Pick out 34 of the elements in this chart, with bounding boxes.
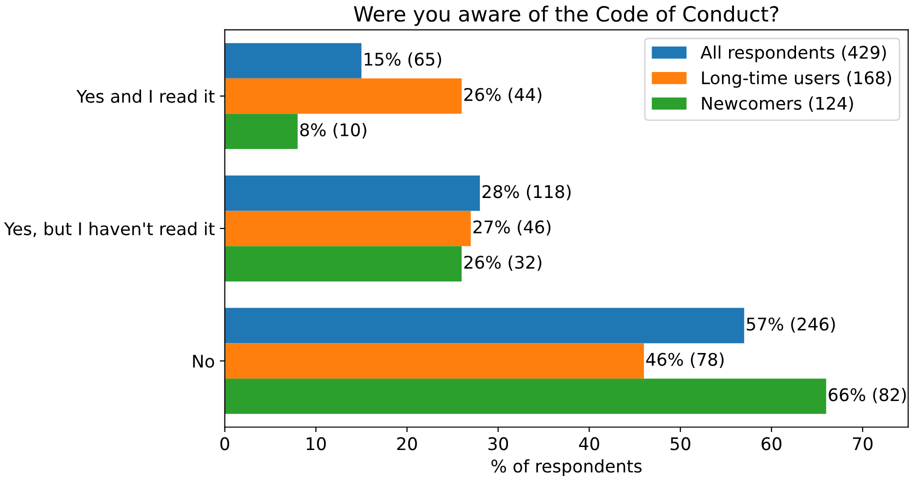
bar	[224, 246, 462, 282]
x-tick-label: 0	[220, 437, 230, 450]
data-label: 66% (82)	[828, 388, 906, 404]
data-label: 26% (44)	[464, 88, 542, 104]
data-label: 57% (246)	[746, 317, 835, 333]
y-tick-label: No	[193, 354, 214, 368]
chart-title: Were you aware of the Code of Conduct?	[354, 6, 778, 26]
data-label: 15% (65)	[364, 52, 442, 68]
bar	[224, 210, 471, 246]
bar	[224, 114, 298, 150]
legend-label: All respondents (429)	[700, 45, 886, 62]
x-tick-label: 10	[306, 437, 326, 450]
legend-label: Long-time users (168)	[702, 70, 892, 88]
y-tick-label: Yes and I read it	[76, 89, 215, 103]
x-tick-label: 60	[762, 437, 782, 450]
x-tick-label: 50	[670, 437, 690, 450]
x-tick-label: 70	[852, 437, 873, 450]
y-tick-label: Yes, but I haven't read it	[4, 222, 215, 238]
bar	[224, 378, 826, 414]
x-tick-label: 20	[397, 437, 417, 450]
bar	[224, 176, 480, 211]
bar	[224, 43, 362, 78]
bar	[224, 78, 462, 114]
legend-label: Newcomers (124)	[702, 96, 853, 112]
data-label: 27% (46)	[473, 220, 550, 236]
x-tick-label: 30	[488, 437, 508, 450]
bar	[224, 308, 744, 344]
bar	[224, 343, 644, 379]
data-label: 46% (78)	[646, 352, 724, 368]
data-label: 8% (10)	[300, 122, 366, 138]
x-tick-label: 40	[579, 437, 600, 450]
x-axis-title: % of respondents	[491, 459, 642, 476]
data-label: 28% (118)	[482, 184, 571, 200]
data-label: 26% (32)	[464, 255, 542, 271]
